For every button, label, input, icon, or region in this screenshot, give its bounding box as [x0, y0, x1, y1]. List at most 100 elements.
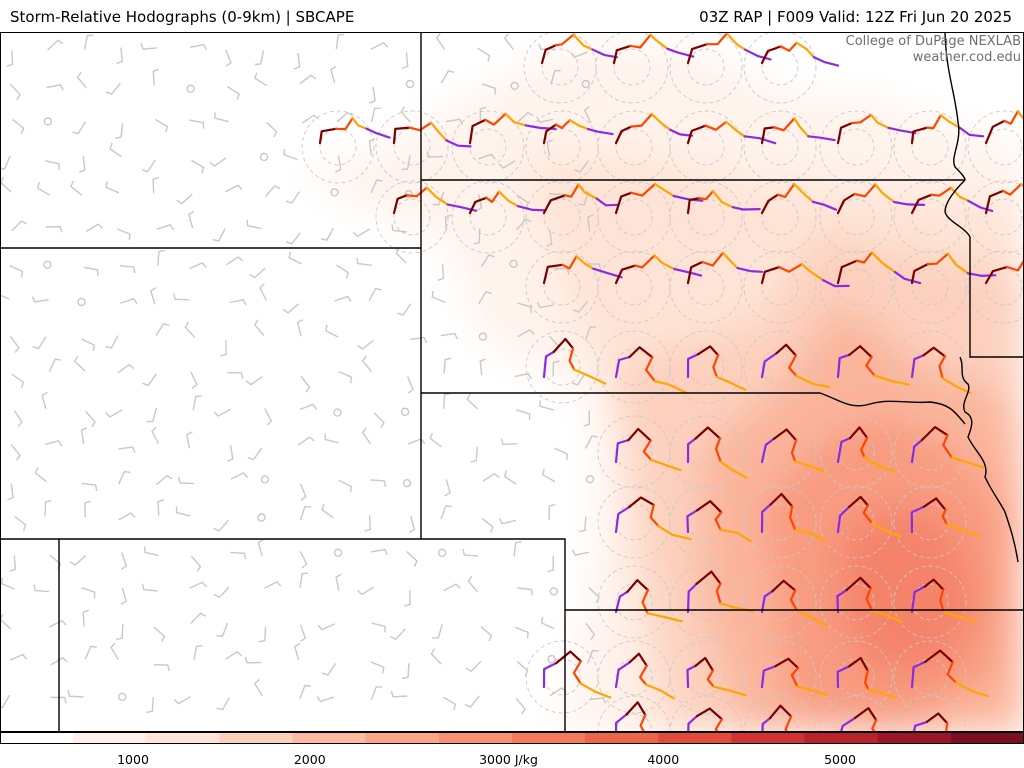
- wind-barb: [190, 371, 198, 389]
- wind-barb: [244, 656, 262, 664]
- wind-barb: [391, 224, 407, 233]
- hodograph-segment: [704, 120, 728, 131]
- hodograph-segment: [743, 135, 777, 145]
- hodograph-segment: [672, 194, 704, 202]
- hodograph-segment: [760, 126, 776, 145]
- wind-barb: [11, 373, 25, 389]
- wind-barb: [370, 661, 385, 674]
- hodograph-segment: [910, 193, 933, 215]
- hodograph-range-ring: [985, 128, 1023, 166]
- wind-barb: [404, 590, 411, 607]
- wind-barb: [541, 468, 556, 483]
- hodograph-segment: [644, 356, 656, 383]
- wind-barb: [120, 297, 138, 305]
- wind-barb: [144, 546, 159, 557]
- calm-wind-circle: [402, 478, 412, 488]
- wind-barb: [249, 267, 266, 279]
- hodograph-segment: [760, 664, 777, 689]
- hodograph-segment: [848, 345, 873, 359]
- hodograph-segment: [628, 652, 648, 667]
- wind-barb: [72, 121, 87, 135]
- wind-barb: [334, 295, 352, 302]
- wind-barb: [480, 626, 493, 642]
- hodograph-segment: [945, 721, 949, 732]
- colorbar-segment: [146, 732, 220, 744]
- hodograph-segment: [725, 120, 746, 138]
- wind-barb: [31, 296, 49, 303]
- hodograph-segment: [666, 47, 695, 58]
- wind-barb: [517, 302, 532, 313]
- wind-barb: [288, 251, 303, 265]
- colorbar-tick-label: 2000: [293, 752, 326, 767]
- hodograph-range-ring: [911, 713, 949, 732]
- wind-barb: [79, 156, 86, 173]
- calm-wind-circle: [478, 332, 488, 341]
- wind-barb: [245, 376, 263, 386]
- wind-barb: [175, 506, 191, 517]
- wind-barb: [212, 228, 226, 242]
- hodograph-segment: [836, 588, 848, 614]
- wind-barb: [540, 616, 555, 630]
- wind-barb: [50, 656, 68, 666]
- hodograph-segment: [657, 524, 692, 541]
- hodograph-segment: [642, 439, 653, 461]
- hodograph-range-ring: [893, 330, 967, 404]
- hodograph-segment: [686, 509, 699, 534]
- wind-barb: [220, 340, 227, 357]
- wind-barb: [285, 232, 301, 245]
- wind-barb: [552, 360, 560, 377]
- wind-barb: [401, 663, 410, 680]
- calm-wind-circle: [509, 259, 518, 269]
- wind-barb: [357, 586, 375, 596]
- wind-barb: [176, 193, 193, 205]
- calm-wind-circle: [400, 407, 410, 416]
- hodograph-segment: [485, 190, 501, 204]
- wind-barb: [173, 695, 191, 705]
- hodograph-range-ring: [669, 485, 743, 559]
- hodograph-segment: [653, 380, 687, 394]
- hodograph-segment: [504, 112, 528, 127]
- wind-barb: [254, 72, 268, 87]
- hodograph-segment: [644, 683, 676, 700]
- hodograph-range-ring: [615, 348, 653, 386]
- wind-barb: [119, 265, 136, 274]
- hodograph-segment: [760, 503, 772, 534]
- hodograph-range-ring: [743, 330, 817, 404]
- wind-barb: [45, 439, 63, 447]
- hodograph-range-ring: [911, 348, 949, 386]
- wind-barb: [465, 660, 482, 673]
- hodograph-range-ring: [669, 330, 743, 404]
- wind-barb: [9, 336, 20, 353]
- wind-barb: [157, 249, 166, 266]
- wind-barb: [571, 372, 586, 386]
- hodograph-segment: [760, 193, 780, 215]
- hodograph-segment: [865, 356, 876, 377]
- wind-barb: [216, 622, 229, 637]
- wind-barb: [373, 412, 385, 429]
- hodograph-segment: [873, 374, 910, 386]
- hodograph-range-ring: [911, 128, 949, 166]
- wind-barb: [0, 613, 12, 630]
- wind-barb: [189, 581, 207, 589]
- wind-barb: [440, 332, 458, 340]
- wind-barb: [324, 433, 339, 444]
- map-title: Storm-Relative Hodographs (0-9km) | SBCA…: [10, 8, 355, 26]
- hodograph-segment: [554, 118, 572, 130]
- hodograph-segment: [775, 343, 798, 357]
- calm-wind-circle: [333, 548, 343, 557]
- hodograph-range-ring: [761, 268, 799, 306]
- wind-barb: [395, 247, 407, 264]
- hodograph-segment: [788, 354, 798, 377]
- wind-barb: [467, 575, 479, 593]
- wind-barb: [589, 697, 607, 704]
- hodograph-segment: [365, 127, 391, 139]
- wind-barb: [6, 50, 14, 67]
- hodograph-segment: [542, 123, 558, 145]
- calm-wind-circle: [585, 474, 595, 484]
- hodograph-segment: [871, 609, 903, 623]
- colorbar-segment: [658, 732, 732, 744]
- wind-barb: [406, 551, 418, 567]
- hodograph-segment: [1003, 110, 1020, 125]
- hodograph-segment: [586, 127, 614, 136]
- hodograph-segment: [893, 270, 922, 285]
